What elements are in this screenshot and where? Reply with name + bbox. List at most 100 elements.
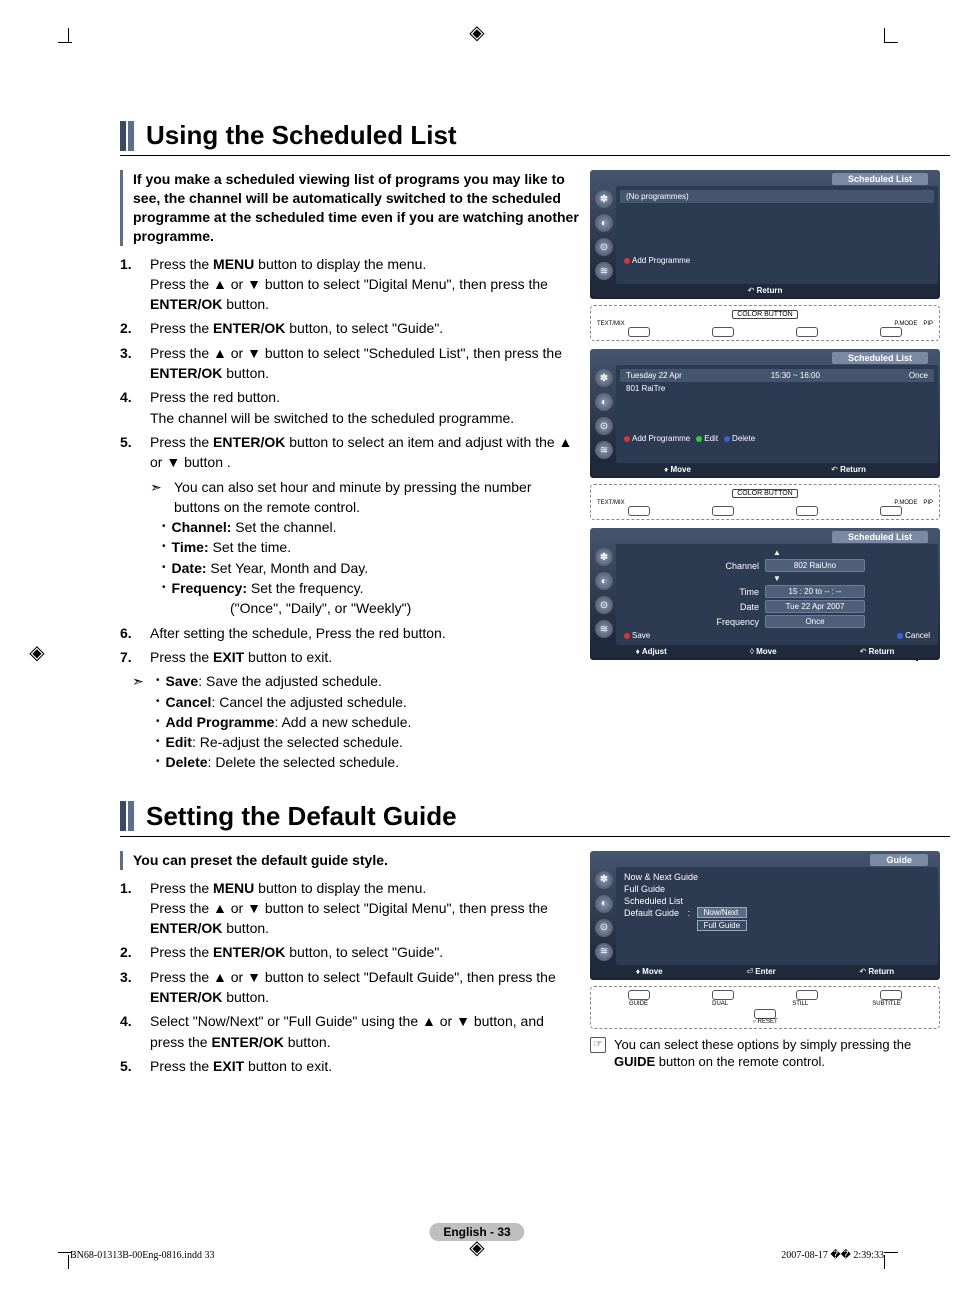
heading-text: Using the Scheduled List bbox=[146, 120, 457, 151]
section-heading: Using the Scheduled List bbox=[120, 120, 950, 156]
action-val: : Re-adjust the selected schedule. bbox=[192, 734, 403, 750]
osd-scheduled-list-edit: Scheduled List ✽ ◐ ⊙ ≋ ▲ Channel802 RaiU… bbox=[590, 528, 940, 660]
freq-extra: ("Once", "Daily", or "Weekly") bbox=[150, 598, 580, 618]
step-text: Press the EXIT button to exit. bbox=[150, 1056, 580, 1076]
side-icon: ≋ bbox=[595, 262, 613, 280]
step-text: Press the ▲ or ▼ button to select "Sched… bbox=[150, 343, 580, 384]
section-heading: Setting the Default Guide bbox=[120, 801, 950, 837]
step-text: Press the ENTER/OK button, to select "Gu… bbox=[150, 942, 580, 962]
guide-item: Now & Next Guide bbox=[620, 871, 934, 883]
action-key: Save bbox=[166, 673, 199, 689]
bullet-key: Channel: bbox=[172, 519, 232, 535]
action-val: : Add a new schedule. bbox=[274, 714, 411, 730]
bullet-key: Date: bbox=[172, 560, 207, 576]
side-icon: ⊙ bbox=[595, 596, 613, 614]
osd-field-value: 15 : 20 to -- : -- bbox=[765, 585, 865, 598]
osd-title: Scheduled List bbox=[832, 173, 928, 185]
action-val: : Delete the selected schedule. bbox=[208, 754, 399, 770]
remote-color-buttons: COLOR BUTTON TEXT/MIX P.MODE PIP bbox=[590, 305, 940, 341]
note-box: ☞ You can select these options by simply… bbox=[590, 1037, 940, 1071]
side-icon: ✽ bbox=[595, 369, 613, 387]
osd-field-label: Time bbox=[689, 587, 759, 597]
step-text: Press the MENU button to display the men… bbox=[150, 878, 580, 939]
side-icon: ✽ bbox=[595, 190, 613, 208]
action-val: : Save the adjusted schedule. bbox=[198, 673, 382, 689]
osd-field-value: 802 RaiUno bbox=[765, 559, 865, 572]
osd-add-programme: Add Programme bbox=[632, 434, 690, 443]
step-text: Press the MENU button to display the men… bbox=[150, 254, 580, 315]
crop-mark bbox=[884, 28, 885, 42]
bullet-val: Set Year, Month and Day. bbox=[210, 560, 368, 576]
osd-move: Move bbox=[642, 967, 662, 976]
osd-save: Save bbox=[632, 631, 650, 640]
intro-text: You can preset the default guide style. bbox=[133, 851, 388, 870]
hand-icon: ☞ bbox=[590, 1037, 606, 1053]
osd-title: Scheduled List bbox=[832, 352, 928, 364]
guide-selection: Now/Next bbox=[697, 907, 747, 918]
osd-row-channel: 801 RaiTre bbox=[620, 384, 934, 393]
bullet-val: Set the channel. bbox=[235, 519, 336, 535]
arrow-icon: ➣ bbox=[132, 671, 148, 772]
osd-enter: Enter bbox=[755, 967, 775, 976]
side-icon: ◐ bbox=[595, 895, 613, 913]
osd-field-label: Date bbox=[689, 602, 759, 612]
action-val: : Cancel the adjusted schedule. bbox=[211, 694, 406, 710]
osd-return: Return bbox=[868, 967, 894, 976]
action-key: Edit bbox=[166, 734, 192, 750]
osd-adjust: Adjust bbox=[642, 647, 667, 656]
osd-field-label: Frequency bbox=[689, 617, 759, 627]
note-text: You can select these options by simply p… bbox=[614, 1037, 940, 1071]
page-number: English - 33 bbox=[429, 1223, 524, 1241]
step-text: Press the ▲ or ▼ button to select "Defau… bbox=[150, 967, 580, 1008]
osd-return: Return bbox=[757, 286, 783, 295]
side-icon: ≋ bbox=[595, 441, 613, 459]
osd-field-value: Once bbox=[765, 615, 865, 628]
registration-mark-left: ◈ bbox=[25, 640, 49, 664]
guide-item: Full Guide bbox=[620, 883, 934, 895]
color-button-label: COLOR BUTTON bbox=[732, 489, 798, 498]
side-icon: ⊙ bbox=[595, 919, 613, 937]
remote-color-buttons: COLOR BUTTON TEXT/MIX P.MODE PIP bbox=[590, 484, 940, 520]
osd-delete: Delete bbox=[732, 434, 755, 443]
action-key: Cancel bbox=[166, 694, 212, 710]
remote-label: DUAL bbox=[712, 1001, 728, 1007]
remote-reset: RESET bbox=[758, 1019, 778, 1025]
arrow-icon: ➣ bbox=[150, 477, 166, 518]
step-text: Press the ENTER/OK button to select an i… bbox=[150, 432, 580, 619]
bullet-key: Frequency: bbox=[172, 580, 247, 596]
action-key: Delete bbox=[166, 754, 208, 770]
step-text: Select "Now/Next" or "Full Guide" using … bbox=[150, 1011, 580, 1052]
osd-move: Move bbox=[670, 465, 690, 474]
side-icon: ✽ bbox=[595, 871, 613, 889]
side-icon: ⊙ bbox=[595, 238, 613, 256]
osd-empty-text: (No programmes) bbox=[626, 192, 689, 201]
side-icon: ◐ bbox=[595, 393, 613, 411]
osd-row-day: Tuesday 22 Apr bbox=[626, 371, 682, 380]
crop-mark bbox=[884, 1255, 885, 1269]
osd-move: Move bbox=[756, 647, 776, 656]
side-icon: ◐ bbox=[595, 214, 613, 232]
step-text: Press the EXIT button to exit. bbox=[150, 647, 580, 667]
guide-selection: Full Guide bbox=[697, 920, 747, 931]
bullet-val: Set the frequency. bbox=[251, 580, 364, 596]
side-icon: ⊙ bbox=[595, 417, 613, 435]
osd-title: Guide bbox=[870, 854, 928, 866]
heading-text: Setting the Default Guide bbox=[146, 801, 457, 832]
osd-row-time: 15:30 ~ 16:00 bbox=[771, 371, 820, 380]
osd-guide-menu: Guide ✽ ◐ ⊙ ≋ Now & Next Guide Full Guid… bbox=[590, 851, 940, 980]
step-text: After setting the schedule, Press the re… bbox=[150, 623, 580, 643]
guide-item: Default Guide bbox=[624, 908, 679, 918]
osd-scheduled-list-filled: Scheduled List ✽ ◐ ⊙ ≋ Tuesday 22 Apr 15… bbox=[590, 349, 940, 478]
osd-add-programme: Add Programme bbox=[632, 256, 690, 265]
bullet-key: Time: bbox=[172, 539, 209, 555]
crop-mark bbox=[68, 1255, 69, 1269]
crop-mark bbox=[58, 42, 72, 43]
color-button-label: COLOR BUTTON bbox=[732, 310, 798, 319]
registration-mark-top: ◈ bbox=[465, 20, 489, 44]
bullet-val: Set the time. bbox=[213, 539, 292, 555]
remote-label: SUBTITLE bbox=[872, 1001, 901, 1007]
osd-cancel: Cancel bbox=[905, 631, 930, 640]
side-icon: ≋ bbox=[595, 620, 613, 638]
osd-field-label: Channel bbox=[689, 561, 759, 571]
intro-block: You can preset the default guide style. bbox=[120, 851, 580, 870]
